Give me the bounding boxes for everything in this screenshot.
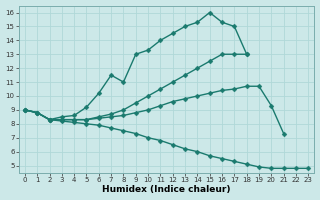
X-axis label: Humidex (Indice chaleur): Humidex (Indice chaleur) bbox=[102, 185, 231, 194]
